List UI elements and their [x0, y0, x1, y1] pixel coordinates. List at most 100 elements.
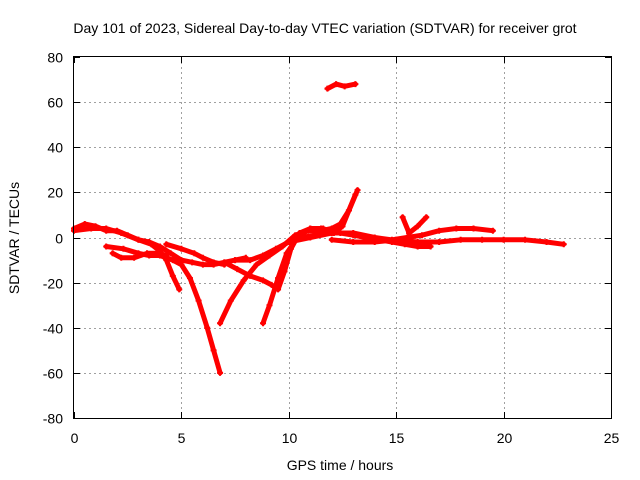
x-tick-label: 15 — [389, 430, 405, 446]
data-point — [406, 229, 413, 236]
series-track-13 — [400, 214, 429, 236]
series-track-2 — [71, 226, 182, 292]
data-point — [191, 250, 198, 257]
series-layer — [71, 81, 567, 376]
data-point — [118, 254, 125, 261]
data-point — [167, 250, 174, 257]
data-point — [393, 236, 400, 243]
x-axis-label: GPS time / hours — [287, 457, 394, 473]
data-point — [470, 225, 477, 232]
data-point — [285, 239, 292, 246]
data-point — [328, 236, 335, 243]
y-tick-label: -80 — [43, 411, 63, 427]
series-track-8 — [260, 192, 358, 326]
chart-title: Day 101 of 2023, Sidereal Day-to-day VTE… — [73, 20, 576, 36]
y-tick-label: 80 — [47, 50, 63, 66]
plot-frame — [73, 56, 612, 419]
data-point — [240, 277, 247, 284]
data-point — [204, 324, 211, 331]
x-tick-label: 10 — [282, 430, 298, 446]
y-tick-label: -40 — [43, 321, 63, 337]
data-point — [339, 223, 346, 230]
data-point — [266, 302, 273, 309]
data-point — [427, 243, 434, 250]
data-point — [109, 250, 116, 257]
data-point — [345, 207, 352, 214]
data-point — [352, 191, 359, 198]
data-point — [195, 297, 202, 304]
data-point — [217, 320, 224, 327]
data-point — [234, 266, 241, 273]
y-tick-label: 40 — [47, 140, 63, 156]
data-point — [341, 83, 348, 90]
data-point — [399, 214, 406, 221]
data-point — [560, 241, 567, 248]
data-point — [81, 220, 88, 227]
data-point — [500, 236, 507, 243]
data-point — [324, 85, 331, 92]
data-point — [354, 187, 361, 194]
data-point — [144, 250, 151, 257]
y-axis-label: SDTVAR / TECUs — [6, 182, 22, 294]
data-point — [118, 229, 125, 236]
data-point — [176, 286, 183, 293]
data-point — [169, 272, 176, 279]
data-point — [120, 245, 127, 252]
data-point — [148, 241, 155, 248]
data-point — [307, 234, 314, 241]
data-point — [543, 239, 550, 246]
data-point — [333, 81, 340, 88]
data-point — [103, 225, 110, 232]
tick-layer: 0 5 10 15 20 25 -80 -60 -40 -20 0 20 40 60 80 — [43, 50, 620, 447]
data-point — [131, 254, 138, 261]
data-point — [489, 227, 496, 234]
data-point — [350, 239, 357, 246]
data-point — [350, 229, 357, 236]
data-point — [275, 275, 282, 282]
grid-layer — [74, 57, 611, 418]
data-point — [307, 225, 314, 232]
x-tick-label: 0 — [71, 430, 79, 446]
data-point — [88, 225, 95, 232]
data-point — [352, 81, 359, 88]
data-point — [103, 243, 110, 250]
data-point — [227, 297, 234, 304]
x-tick-label: 5 — [178, 430, 186, 446]
x-tick-label: 20 — [497, 430, 513, 446]
data-point — [210, 259, 217, 266]
data-point — [253, 261, 260, 268]
data-point — [272, 245, 279, 252]
data-point — [414, 239, 421, 246]
data-point — [436, 239, 443, 246]
data-point — [328, 229, 335, 236]
data-point — [283, 250, 290, 257]
data-point — [247, 272, 254, 279]
data-point — [232, 257, 239, 264]
data-point — [199, 261, 206, 268]
data-point — [436, 227, 443, 234]
data-point — [260, 320, 267, 327]
data-point — [217, 369, 224, 376]
data-point — [418, 232, 425, 239]
data-point — [260, 252, 267, 259]
data-point — [186, 275, 193, 282]
data-point — [210, 347, 217, 354]
data-point — [169, 257, 176, 264]
y-tick-label: -60 — [43, 366, 63, 382]
data-point — [178, 245, 185, 252]
series-track-11 — [329, 237, 567, 247]
data-point — [453, 225, 460, 232]
data-point — [457, 236, 464, 243]
data-point — [260, 277, 267, 284]
data-point — [135, 236, 142, 243]
data-point — [247, 257, 254, 264]
data-point — [199, 254, 206, 261]
data-point — [479, 236, 486, 243]
data-point — [154, 250, 161, 257]
series-track-12 — [325, 81, 358, 92]
data-point — [163, 241, 170, 248]
data-point — [163, 252, 170, 259]
y-tick-label: -20 — [43, 276, 63, 292]
data-point — [414, 223, 421, 230]
